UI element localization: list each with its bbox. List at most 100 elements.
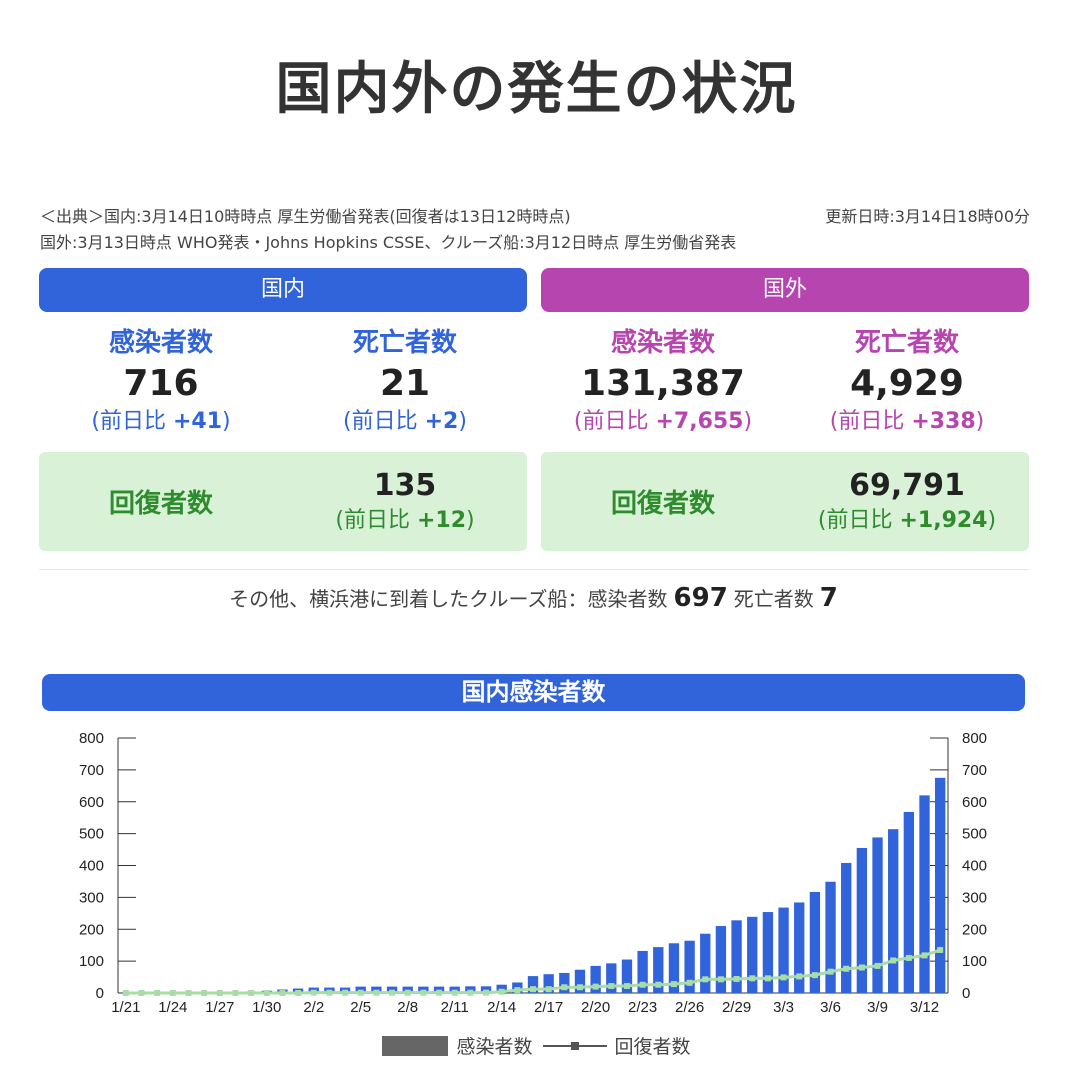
domestic-deaths: 死亡者数 21 (前日比 +2) <box>283 312 527 452</box>
recovered-point <box>467 989 474 996</box>
recovered-point <box>514 987 521 994</box>
bar <box>747 916 758 993</box>
y-tick-label-left: 600 <box>79 794 104 811</box>
recovered-point <box>796 973 803 980</box>
recovered-point <box>780 974 787 981</box>
overseas-deaths-diff: (前日比 +338) <box>829 409 985 434</box>
x-tick-label: 2/5 <box>350 999 371 1016</box>
recovered-point <box>764 975 771 982</box>
y-tick-label-right: 600 <box>962 794 987 811</box>
domestic-infected-value: 716 <box>123 363 199 404</box>
domestic-recovered-diff: (前日比 +12) <box>335 507 475 533</box>
x-tick-label: 2/11 <box>441 999 469 1016</box>
domestic-infected: 感染者数 716 (前日比 +41) <box>39 312 283 452</box>
divider <box>39 569 1029 570</box>
y-tick-label-left: 500 <box>79 826 104 843</box>
source-overseas: 国外:3月13日時点 WHO発表・Johns Hopkins CSSE、クルーズ… <box>40 233 737 252</box>
recovered-point <box>295 990 302 996</box>
y-tick-label-left: 0 <box>96 985 104 1002</box>
recovered-point <box>342 989 349 996</box>
recovered-point <box>827 968 834 975</box>
domestic-recovered-label: 回復者数 <box>108 489 213 519</box>
legend-infected: 感染者数 <box>456 1036 533 1058</box>
recovered-point <box>263 990 270 996</box>
bar <box>637 950 648 993</box>
x-tick-label: 2/29 <box>722 999 751 1016</box>
x-tick-label: 3/3 <box>773 999 794 1016</box>
overseas-header: 国外 <box>541 268 1029 312</box>
bar <box>903 811 915 993</box>
x-tick-label: 1/21 <box>111 999 140 1016</box>
y-tick-label-left: 100 <box>79 953 104 970</box>
bar <box>590 965 601 993</box>
x-tick-label: 3/9 <box>867 999 888 1016</box>
overseas-infected: 感染者数 131,387 (前日比 +7,655) <box>541 312 785 452</box>
bar <box>715 926 727 993</box>
recovered-point <box>122 990 129 996</box>
x-tick-label: 2/23 <box>628 999 657 1016</box>
domestic-deaths-value: 21 <box>379 363 431 404</box>
recovered-point <box>686 979 693 986</box>
x-tick-label: 3/6 <box>820 999 841 1016</box>
x-tick-label: 2/20 <box>581 999 610 1016</box>
bar <box>841 862 852 993</box>
x-tick-label: 1/24 <box>158 999 187 1016</box>
page-title: 国内外の発生の状況 <box>275 57 798 122</box>
recovered-point <box>498 988 505 995</box>
recovered-point <box>201 990 208 996</box>
bar <box>559 972 570 993</box>
overseas-infected-label: 感染者数 <box>610 328 715 358</box>
y-tick-label-left: 700 <box>79 762 104 779</box>
source-domestic: ＜出典＞国内:3月14日10時時点 厚生労働省発表(回復者は13日12時時点) <box>40 207 571 226</box>
legend-line-swatch <box>542 1041 607 1050</box>
bar <box>856 847 868 993</box>
y-tick-label-right: 400 <box>962 858 987 875</box>
bar <box>794 902 805 993</box>
x-tick-label: 2/26 <box>675 999 704 1016</box>
bar <box>621 959 633 993</box>
recovered-point <box>545 986 552 993</box>
recovered-point <box>749 975 756 982</box>
bar <box>809 891 821 993</box>
overseas-deaths-label: 死亡者数 <box>854 328 959 358</box>
x-tick-label: 2/14 <box>487 999 516 1016</box>
recovered-point <box>357 989 364 996</box>
bar <box>668 943 680 993</box>
recovered-point <box>811 972 818 979</box>
source-info: ＜出典＞国内:3月14日10時時点 厚生労働省発表(回復者は13日12時時点) … <box>40 204 1030 256</box>
overseas-deaths-value: 4,929 <box>850 363 964 404</box>
bar <box>606 963 617 993</box>
recovered-point <box>279 990 286 996</box>
bar <box>684 940 695 993</box>
bar <box>465 986 476 993</box>
y-tick-label-left: 800 <box>79 730 104 747</box>
overseas-recovered-value: 69,791 <box>849 467 965 503</box>
recovered-point <box>389 989 396 996</box>
bar <box>935 777 946 993</box>
recovered-point <box>702 976 709 983</box>
recovered-point <box>937 946 944 953</box>
x-tick-label: 2/2 <box>303 999 324 1016</box>
recovered-point <box>373 989 380 996</box>
recovered-point <box>248 990 255 996</box>
infection-chart: 0 0 100 100 200 200 300 300 400 400 500 500 600 600 70… <box>79 730 987 1016</box>
recovered-point <box>655 981 662 988</box>
overseas-infected-value: 131,387 <box>581 363 745 404</box>
bar <box>653 947 664 993</box>
overseas-recovery-box: 回復者数 69,791 (前日比 +1,924) <box>541 452 1029 551</box>
recovered-point <box>576 984 583 991</box>
x-tick-label: 1/27 <box>205 999 234 1016</box>
bar <box>480 986 492 993</box>
recovered-point <box>420 989 427 996</box>
domestic-infected-diff: (前日比 +41) <box>91 409 231 434</box>
bar <box>762 912 774 993</box>
overseas-recovered-diff: (前日比 +1,924) <box>817 507 997 533</box>
y-tick-label-right: 0 <box>962 985 970 1002</box>
domestic-deaths-label: 死亡者数 <box>352 328 457 358</box>
recovered-point <box>733 975 740 982</box>
recovered-point <box>670 981 677 988</box>
recovered-point <box>561 984 568 991</box>
recovered-point <box>232 990 239 996</box>
bar <box>543 974 554 993</box>
recovered-point <box>436 989 443 996</box>
